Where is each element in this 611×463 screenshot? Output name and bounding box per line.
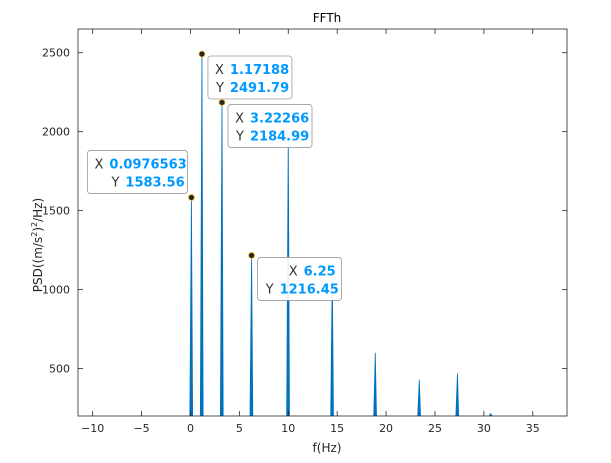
- y-axis-label-sup1: 2: [30, 232, 39, 237]
- series-peak-9: [488, 412, 493, 417]
- series-peak-6: [373, 352, 377, 417]
- chart-title: FFTh: [313, 11, 342, 25]
- x-tick-label: 30: [477, 422, 491, 435]
- x-tick-label: 15: [330, 422, 344, 435]
- datatip-box: [87, 150, 188, 194]
- y-axis-label-part2: ): [31, 227, 45, 232]
- datatip[interactable]: X 3.22266 Y 2184.99: [227, 104, 313, 148]
- x-tick-label: 20: [379, 422, 393, 435]
- datatip-x-key: X: [95, 157, 104, 172]
- x-tick-label: 25: [428, 422, 442, 435]
- axes: −10 −5 0 5 10 15 20 25 30 35 500 1000 1500 2000 2500: [42, 28, 568, 435]
- datatip-y-value: 1216.45: [280, 282, 339, 297]
- y-tick-label: 1500: [42, 205, 70, 218]
- x-tick-label: 10: [281, 422, 295, 435]
- x-axis-label: f(Hz): [313, 441, 342, 455]
- datatips-layer[interactable]: X 0.0976563 Y 1583.56 X 1.17188 Y 2491.79 X 3.222…: [87, 50, 342, 301]
- datatip-marker[interactable]: [198, 50, 206, 58]
- datatip-x-key: X: [215, 63, 224, 78]
- datatip[interactable]: X 0.0976563 Y 1583.56: [87, 150, 188, 194]
- datatip-box: [227, 104, 313, 148]
- y-tick-label: 1000: [42, 284, 70, 297]
- x-tick-label: 35: [526, 422, 540, 435]
- datatip-marker[interactable]: [188, 194, 195, 201]
- datatip-y-value: 1583.56: [125, 175, 184, 190]
- datatip-x-value: 0.0976563: [109, 157, 186, 172]
- x-tick-label: 0: [187, 422, 194, 435]
- y-axis-label-part3: /Hz): [31, 198, 45, 222]
- y-axis-label-sup2: 2: [30, 222, 39, 227]
- datatip-box: [207, 55, 293, 100]
- y-tick-label: 500: [49, 363, 70, 376]
- datatip[interactable]: X 1.17188 Y 2491.79: [207, 55, 293, 100]
- series-peak-8: [455, 373, 460, 417]
- y-axis-label: PSD((m/s2)2/Hz): [30, 198, 45, 292]
- datatip-x-key: X: [235, 111, 244, 126]
- y-tick-label: 2000: [42, 126, 70, 139]
- series-peak-7: [417, 379, 421, 417]
- datatip-y-value: 2491.79: [230, 81, 289, 96]
- datatip-box: [257, 257, 342, 301]
- datatip-x-value: 6.25: [304, 264, 336, 279]
- datatip-marker[interactable]: [218, 99, 226, 106]
- datatip-x-key: X: [289, 264, 298, 279]
- axes-box: [77, 28, 568, 417]
- datatip-y-key: Y: [265, 282, 274, 297]
- datatip-x-value: 1.17188: [230, 63, 289, 78]
- datatip-y-key: Y: [215, 81, 224, 96]
- y-axis-label-part1: PSD((m/s: [31, 237, 45, 292]
- x-tick-label: 5: [236, 422, 243, 435]
- datatip-y-key: Y: [110, 175, 119, 190]
- datatip-y-key: Y: [235, 129, 244, 144]
- datatip-x-value: 3.22266: [250, 111, 309, 126]
- y-tick-label: 2500: [42, 47, 70, 60]
- datatip-marker[interactable]: [248, 252, 255, 259]
- x-tick-label: −5: [133, 422, 149, 435]
- x-tick-label: −10: [81, 422, 104, 435]
- datatip[interactable]: X 6.25 Y 1216.45: [257, 257, 342, 301]
- datatip-y-value: 2184.99: [250, 129, 309, 144]
